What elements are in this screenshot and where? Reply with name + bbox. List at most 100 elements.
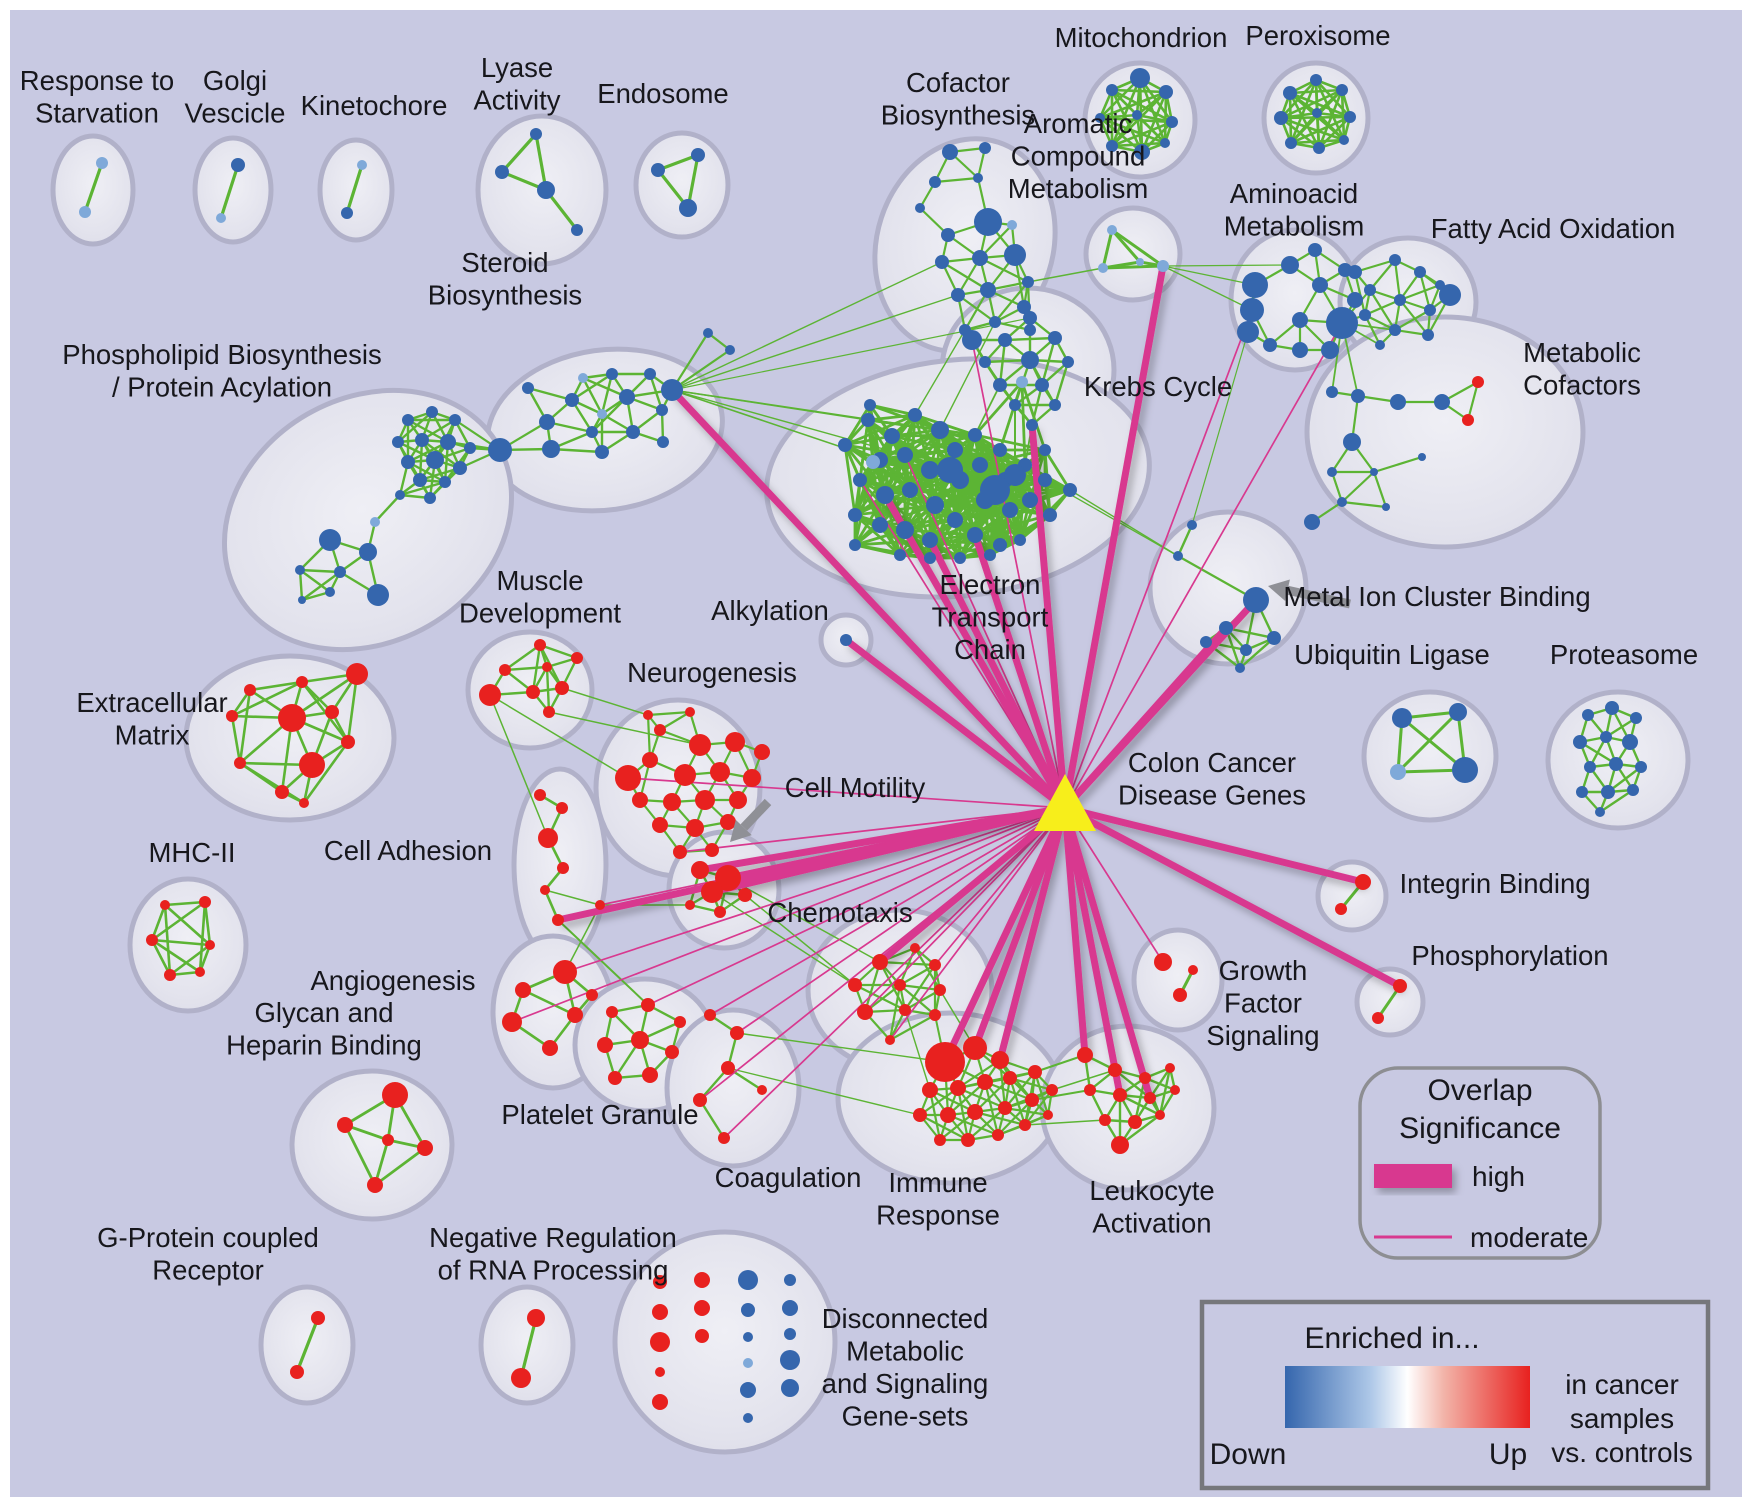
gene-set-node [160, 900, 170, 910]
label-coagulation: Coagulation [715, 1162, 862, 1193]
gene-set-node [1043, 508, 1057, 522]
gene-set-node [311, 1311, 325, 1325]
label-aromatic-compound-metabolism: Compound [1011, 141, 1146, 172]
gene-set-node [534, 639, 546, 651]
overlap-edge-moderate [647, 807, 1066, 1006]
gene-set-node [1048, 331, 1062, 345]
colon-cancer-hub-triangle [1034, 774, 1096, 831]
label-colon-cancer-disease-genes: Disease Genes [1118, 780, 1306, 811]
green-edge [527, 386, 573, 402]
gene-set-node [557, 862, 569, 874]
gene-set-node [382, 1134, 394, 1146]
green-edge [1341, 471, 1375, 503]
gene-set-node [784, 1328, 796, 1340]
label-response-to-starvation: Response to [20, 65, 174, 96]
gene-set-node [555, 681, 569, 695]
gene-set-node [1630, 712, 1642, 724]
gene-set-node [597, 1037, 613, 1053]
green-edge [1396, 710, 1460, 774]
gene-set-node [1007, 220, 1017, 230]
gene-set-node [1166, 116, 1178, 128]
gene-set-node [597, 409, 607, 419]
gene-set-node [653, 1275, 667, 1289]
gene-set-node [502, 1012, 522, 1032]
gene-set-node [961, 1133, 975, 1147]
green-edge [698, 1099, 726, 1139]
gene-set-node [661, 379, 683, 401]
gene-set-node [937, 457, 963, 483]
gene-set-node [721, 1061, 735, 1075]
gene-set-node [479, 684, 501, 706]
high-significance-swatch [1374, 1164, 1452, 1188]
gene-set-node [195, 967, 205, 977]
legend-overlap-title-2: Significance [1399, 1112, 1561, 1145]
gene-set-node [1335, 903, 1347, 915]
gene-set-node [864, 399, 876, 411]
gene-set-node [1170, 1085, 1180, 1095]
gene-set-node [929, 176, 941, 188]
gene-set-node [642, 1067, 658, 1083]
overlap-edge-moderate [971, 339, 1066, 809]
label-endosome: Endosome [597, 78, 728, 109]
cluster-endosome-ellipse [633, 130, 731, 240]
green-edge [1290, 115, 1351, 145]
gene-set-node [1139, 1072, 1151, 1084]
green-edge [983, 1081, 1000, 1136]
green-edge [504, 665, 548, 672]
gene-set-node [929, 959, 941, 971]
green-edge [1401, 716, 1466, 772]
gene-set-node [1372, 1012, 1384, 1024]
gene-set-node [993, 378, 1007, 392]
overlap-edge-moderate [889, 807, 1066, 1041]
gene-set-node [1243, 587, 1269, 613]
gene-set-node [1160, 138, 1170, 148]
gene-set-node [571, 652, 583, 664]
green-edge [564, 904, 601, 973]
green-edge [151, 938, 211, 947]
label-peroxisome: Peroxisome [1245, 20, 1390, 51]
gene-set-node [781, 1379, 799, 1397]
legend-enriched-title: Enriched in... [1304, 1322, 1479, 1355]
gene-set-node [1370, 468, 1378, 476]
gene-set-node [1462, 414, 1474, 426]
gene-set-node [1108, 1063, 1122, 1077]
green-edge [1110, 114, 1139, 147]
gene-set-node [1267, 631, 1281, 645]
overlap-edge-high [1028, 424, 1069, 809]
green-edge [539, 643, 578, 660]
label-immune-response: Immune [888, 1167, 987, 1198]
label-electron-transport-chain: Chain [954, 634, 1026, 665]
gene-set-node [951, 288, 965, 302]
gene-set-node [954, 552, 966, 564]
label-mhc-ii: MHC-II [148, 837, 235, 868]
green-edge [1027, 267, 1104, 283]
gene-set-node [515, 982, 531, 998]
gene-set-node [1336, 84, 1348, 96]
gene-set-node [526, 685, 540, 699]
green-edge [671, 349, 731, 391]
gene-set-node [652, 1304, 668, 1320]
green-edge [1043, 449, 1072, 491]
gene-set-node [1439, 284, 1461, 306]
green-edge [957, 294, 996, 323]
gene-set-node [440, 434, 456, 450]
green-edge [1051, 1069, 1116, 1091]
label-muscle-development: Muscle [496, 565, 583, 596]
gene-set-node [1219, 621, 1233, 635]
green-edge [671, 389, 869, 421]
gene-set-node [299, 752, 325, 778]
legend-side-2: samples [1570, 1403, 1674, 1434]
green-edge [302, 741, 350, 804]
gene-set-node [674, 1016, 686, 1028]
green-edge [571, 372, 613, 402]
cluster-disconnected-gene-sets-ellipse [612, 1229, 838, 1455]
label-neurogenesis: Neurogenesis [627, 657, 797, 688]
green-edge [1110, 229, 1142, 263]
gene-set-node [743, 1413, 753, 1423]
green-edge [1111, 88, 1173, 124]
green-edge [343, 1124, 377, 1186]
gene-set-node [924, 552, 936, 564]
label-phospholipid-biosynthesis: Phospholipid Biosynthesis [62, 339, 382, 370]
cluster-glycan-heparin-binding-ellipse [289, 1068, 455, 1222]
green-edge [591, 396, 628, 433]
